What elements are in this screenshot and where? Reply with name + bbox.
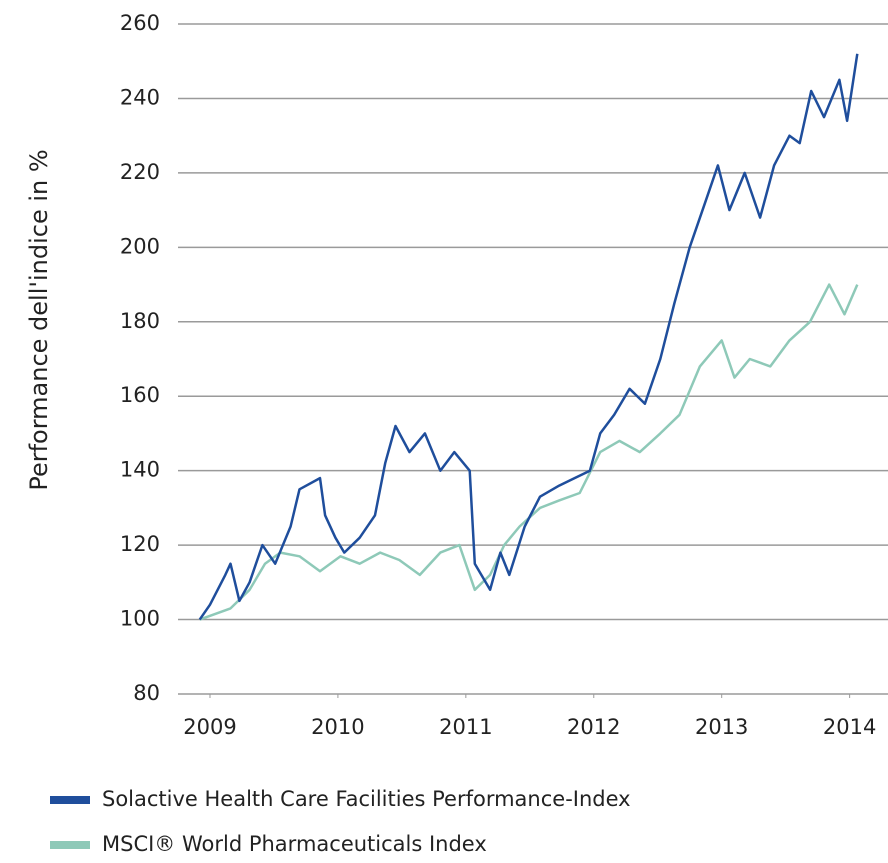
y-tick-label: 180 [120, 309, 160, 333]
y-tick-label: 120 [120, 532, 160, 556]
legend-label: MSCI® World Pharmaceuticals Index [102, 832, 487, 856]
y-tick-label: 80 [133, 681, 160, 705]
y-tick-label: 260 [120, 11, 160, 35]
x-tick-label: 2014 [823, 715, 876, 739]
legend-swatch [50, 796, 90, 804]
x-tick-label: 2010 [311, 715, 364, 739]
y-tick-label: 200 [120, 234, 160, 258]
series-line [198, 53, 859, 621]
x-tick-label: 2009 [183, 715, 236, 739]
y-axis-label: Performance dell'indice in % [25, 149, 53, 490]
y-tick-label: 160 [120, 383, 160, 407]
x-tick-label: 2011 [439, 715, 492, 739]
series-line [199, 283, 859, 621]
y-tick-label: 240 [120, 85, 160, 109]
x-tick-label: 2012 [567, 715, 620, 739]
y-tick-label: 100 [120, 607, 160, 631]
legend-label: Solactive Health Care Facilities Perform… [102, 787, 631, 811]
y-tick-label: 140 [120, 458, 160, 482]
x-tick-label: 2013 [695, 715, 748, 739]
legend-swatch [50, 841, 90, 849]
y-tick-label: 220 [120, 160, 160, 184]
